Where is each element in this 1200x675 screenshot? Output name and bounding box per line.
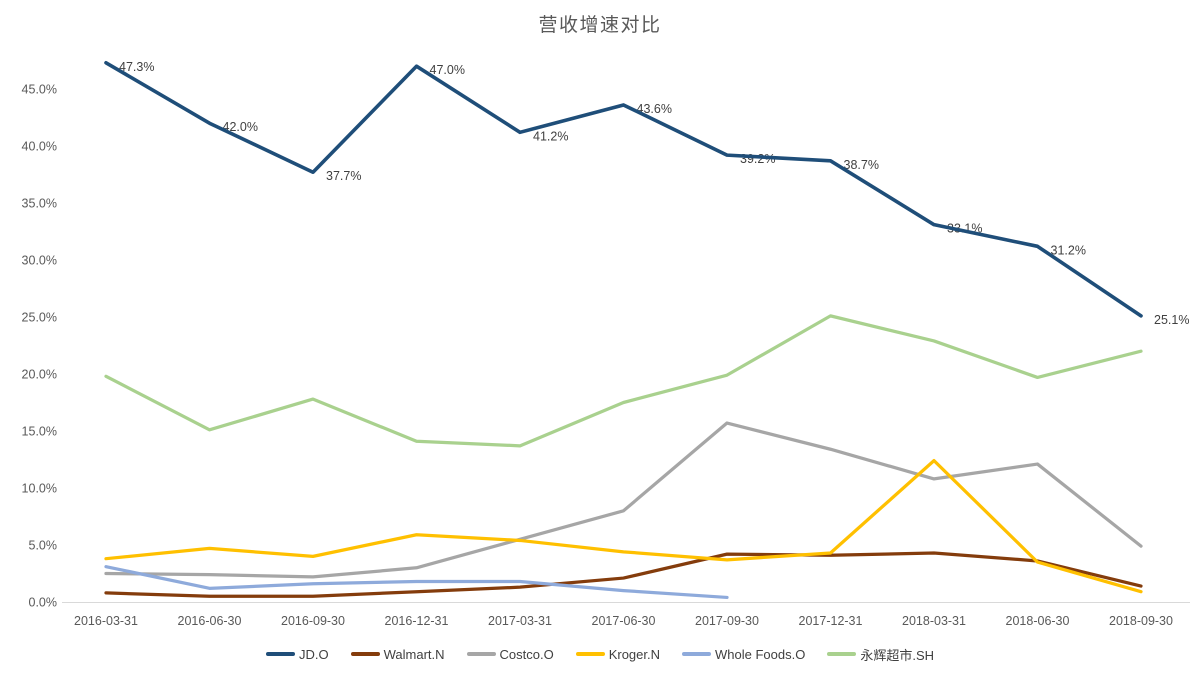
legend-line-swatch — [466, 652, 496, 656]
legend-item-5: 永辉超市.SH — [827, 645, 934, 664]
x-tick-label: 2018-09-30 — [1109, 614, 1173, 628]
y-tick-label: 25.0% — [22, 311, 57, 325]
data-label: 41.2% — [533, 129, 568, 143]
legend-line-swatch — [827, 652, 857, 656]
series-line-4 — [104, 565, 729, 600]
data-label: 37.7% — [326, 169, 361, 183]
x-tick-label: 2017-12-31 — [799, 614, 863, 628]
y-tick-label: 35.0% — [22, 197, 57, 211]
legend-label: Whole Foods.O — [715, 646, 806, 662]
x-tick-label: 2016-03-31 — [74, 614, 138, 628]
series-line-1 — [104, 551, 1143, 598]
x-tick-label: 2018-06-30 — [1006, 614, 1070, 628]
series-line-5 — [104, 314, 1143, 448]
legend-line-swatch — [575, 652, 605, 656]
y-tick-label: 20.0% — [22, 368, 57, 382]
y-tick-label: 10.0% — [22, 482, 57, 496]
series-line-3 — [104, 459, 1143, 594]
x-tick-label: 2017-06-30 — [592, 614, 656, 628]
series-line-0 — [104, 60, 1143, 318]
data-label: 43.6% — [637, 102, 672, 116]
legend-line-swatch — [350, 652, 380, 656]
data-label: 47.3% — [119, 60, 154, 74]
legend-item-3: Kroger.N — [575, 646, 661, 662]
legend-line-swatch — [265, 652, 295, 656]
legend-label: Kroger.N — [608, 646, 661, 662]
data-label: 25.1% — [1154, 313, 1189, 327]
y-tick-label: 0.0% — [29, 596, 58, 610]
legend-item-2: Costco.O — [466, 646, 554, 662]
series-line-2 — [104, 421, 1143, 579]
x-tick-label: 2016-09-30 — [281, 614, 345, 628]
legend-item-0: JD.O — [265, 646, 329, 662]
legend-line-swatch — [682, 652, 712, 656]
x-tick-label: 2017-09-30 — [695, 614, 759, 628]
legend-label: JD.O — [298, 646, 329, 662]
y-tick-label: 40.0% — [22, 140, 57, 154]
legend: JD.O Walmart.N Costco.O Kroger.N Whole Foods… — [0, 642, 1200, 666]
x-tick-label: 2017-03-31 — [488, 614, 552, 628]
y-tick-label: 5.0% — [29, 539, 58, 553]
legend-label: Walmart.N — [383, 646, 445, 662]
legend-item-1: Walmart.N — [350, 646, 445, 662]
x-tick-label: 2016-12-31 — [385, 614, 449, 628]
data-label: 31.2% — [1051, 243, 1086, 257]
y-tick-label: 45.0% — [22, 83, 57, 97]
x-tick-label: 2016-06-30 — [178, 614, 242, 628]
chart-title: 营收增速对比 — [538, 14, 662, 36]
legend-label: 永辉超市.SH — [860, 647, 935, 663]
data-label: 38.7% — [844, 158, 879, 172]
data-label: 42.0% — [223, 120, 258, 134]
y-tick-label: 30.0% — [22, 254, 57, 268]
legend-label: Costco.O — [499, 646, 554, 662]
y-tick-label: 15.0% — [22, 425, 57, 439]
data-label: 47.0% — [430, 63, 465, 77]
legend-item-4: Whole Foods.O — [682, 647, 805, 662]
x-tick-label: 2018-03-31 — [902, 614, 966, 628]
